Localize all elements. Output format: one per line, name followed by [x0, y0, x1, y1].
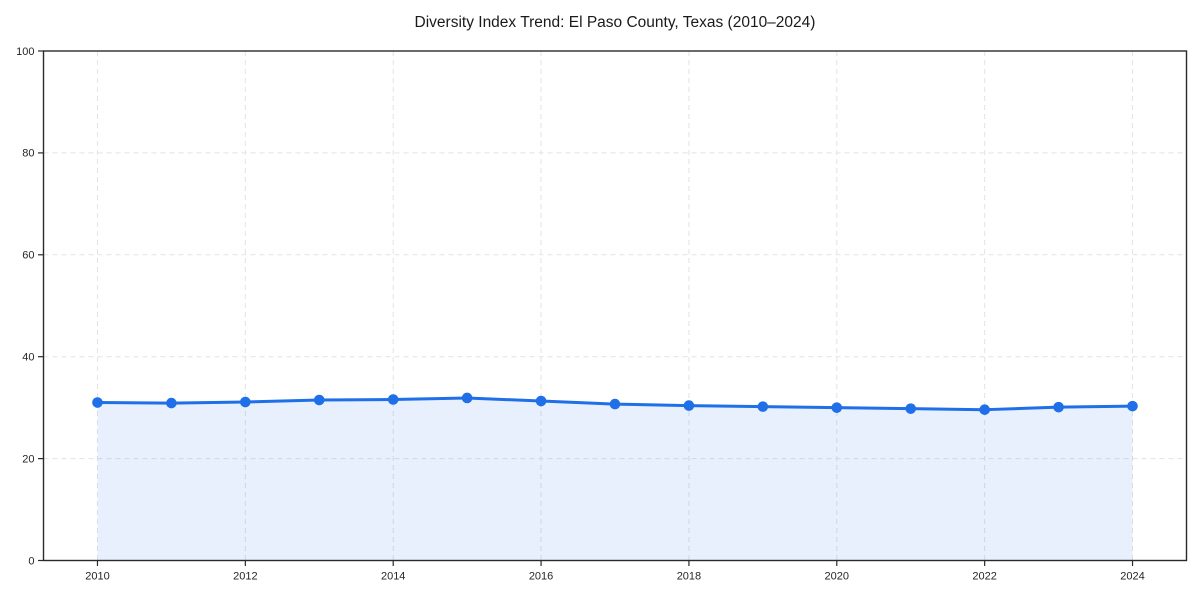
- data-point-2023: [1053, 401, 1064, 413]
- x-tick-label-2022: 2022: [972, 571, 996, 583]
- data-point-2016: [535, 395, 547, 407]
- data-point-2015: [461, 392, 473, 404]
- data-point-2019: [757, 401, 769, 412]
- x-tick-label-2024: 2024: [1120, 571, 1144, 583]
- x-tick-label-2020: 2020: [825, 571, 849, 583]
- data-point-2020: [831, 402, 843, 413]
- y-tick-label-40: 40: [22, 352, 34, 364]
- x-tick-label-2018: 2018: [677, 571, 701, 583]
- data-point-2018: [683, 400, 695, 411]
- data-point-2017: [609, 398, 621, 410]
- data-point-2024: [1127, 400, 1138, 412]
- data-point-2013: [313, 394, 325, 406]
- plot-area: 0 20 40 60 80 100 2010 2012 2014 2016 2018 2020 2022…: [16, 46, 1188, 583]
- x-tick-label-2012: 2012: [233, 571, 257, 583]
- data-point-2010: [92, 397, 103, 408]
- area-fill: [97, 397, 1133, 561]
- x-tick-label-2014: 2014: [381, 571, 405, 583]
- y-tick-label-60: 60: [22, 250, 34, 262]
- y-tick-label-100: 100: [16, 46, 34, 58]
- data-point-2021: [905, 403, 917, 414]
- y-tick-label-80: 80: [22, 148, 34, 160]
- data-point-2011: [166, 397, 177, 409]
- x-tick-label-2010: 2010: [85, 571, 109, 583]
- data-point-2014: [387, 394, 399, 405]
- x-tick-label-2016: 2016: [529, 571, 553, 583]
- y-tick-label-0: 0: [28, 555, 34, 567]
- plot-border: [42, 50, 1188, 562]
- data-point-2022: [979, 404, 990, 415]
- chart-title: Diversity Index Trend: El Paso County, T…: [415, 14, 816, 31]
- y-tick-label-20: 20: [22, 453, 34, 465]
- data-point-2012: [240, 396, 251, 408]
